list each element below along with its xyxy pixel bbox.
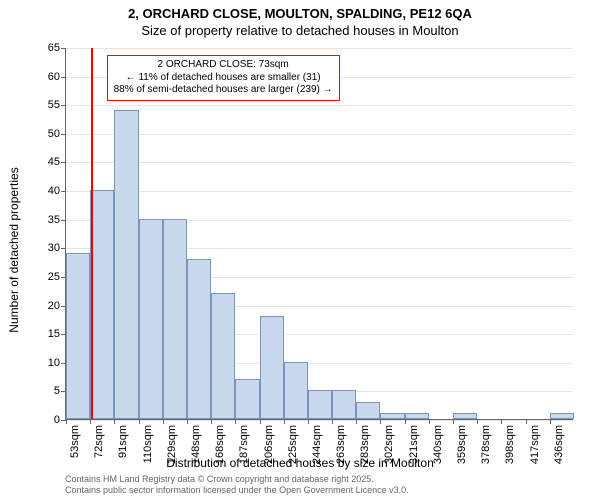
histogram-bar [332, 390, 356, 419]
histogram-bar [187, 259, 211, 419]
histogram-bar [284, 362, 308, 419]
x-tick-mark [356, 419, 357, 424]
gridline [66, 105, 573, 106]
histogram-bar [235, 379, 259, 419]
x-tick-mark [380, 419, 381, 424]
y-tick-label: 35 [48, 214, 60, 226]
x-tick-mark [526, 419, 527, 424]
y-axis-label: Number of detached properties [7, 85, 21, 250]
y-tick-label: 25 [48, 271, 60, 283]
histogram-bar [114, 110, 138, 419]
footer-line-2: Contains public sector information licen… [65, 485, 409, 496]
x-tick-mark [550, 419, 551, 424]
gridline [66, 134, 573, 135]
y-tick-label: 15 [48, 328, 60, 340]
x-tick-mark [235, 419, 236, 424]
histogram-bar [90, 190, 114, 419]
histogram-bar [211, 293, 235, 419]
y-tick-label: 40 [48, 185, 60, 197]
histogram-bar [356, 402, 380, 419]
histogram-bar [550, 413, 574, 419]
x-tick-label: 72sqm [93, 425, 105, 458]
x-tick-mark [405, 419, 406, 424]
y-tick-mark [61, 134, 66, 135]
x-tick-label: 53sqm [69, 425, 81, 458]
footer-line-1: Contains HM Land Registry data © Crown c… [65, 474, 409, 485]
x-tick-mark [211, 419, 212, 424]
histogram-bar [308, 390, 332, 419]
x-tick-mark [90, 419, 91, 424]
y-tick-label: 30 [48, 242, 60, 254]
y-tick-label: 45 [48, 156, 60, 168]
y-tick-mark [61, 191, 66, 192]
x-tick-mark [66, 419, 67, 424]
y-tick-mark [61, 77, 66, 78]
y-tick-label: 60 [48, 71, 60, 83]
annotation-line: 88% of semi-detached houses are larger (… [114, 84, 333, 97]
histogram-bar [66, 253, 90, 419]
y-tick-label: 55 [48, 99, 60, 111]
histogram-bar [453, 413, 477, 419]
y-tick-mark [61, 162, 66, 163]
annotation-box: 2 ORCHARD CLOSE: 73sqm← 11% of detached … [107, 55, 340, 101]
x-axis-label: Distribution of detached houses by size … [0, 456, 600, 470]
x-tick-mark [308, 419, 309, 424]
y-tick-mark [61, 105, 66, 106]
x-tick-mark [429, 419, 430, 424]
x-tick-mark [163, 419, 164, 424]
plot-area: 0510152025303540455055606553sqm72sqm91sq… [65, 48, 573, 420]
x-tick-mark [260, 419, 261, 424]
histogram-bar [163, 219, 187, 419]
x-tick-mark [284, 419, 285, 424]
gridline [66, 191, 573, 192]
reference-marker-line [91, 48, 93, 419]
gridline [66, 162, 573, 163]
y-tick-label: 50 [48, 128, 60, 140]
annotation-line: ← 11% of detached houses are smaller (31… [114, 72, 333, 85]
footer-attribution: Contains HM Land Registry data © Crown c… [65, 474, 409, 496]
x-tick-mark [501, 419, 502, 424]
histogram-bar [405, 413, 429, 419]
y-tick-label: 20 [48, 300, 60, 312]
y-tick-mark [61, 248, 66, 249]
chart-subtitle: Size of property relative to detached ho… [0, 23, 600, 38]
histogram-bar [260, 316, 284, 419]
y-tick-mark [61, 48, 66, 49]
y-tick-label: 0 [54, 414, 60, 426]
x-tick-label: 91sqm [117, 425, 129, 458]
chart-container: 2, ORCHARD CLOSE, MOULTON, SPALDING, PE1… [0, 0, 600, 500]
histogram-bar [380, 413, 404, 419]
chart-title: 2, ORCHARD CLOSE, MOULTON, SPALDING, PE1… [0, 6, 600, 21]
x-tick-mark [187, 419, 188, 424]
gridline [66, 48, 573, 49]
y-tick-label: 5 [54, 385, 60, 397]
x-tick-mark [114, 419, 115, 424]
y-tick-mark [61, 220, 66, 221]
x-tick-mark [477, 419, 478, 424]
x-tick-mark [332, 419, 333, 424]
x-tick-mark [453, 419, 454, 424]
chart-title-block: 2, ORCHARD CLOSE, MOULTON, SPALDING, PE1… [0, 6, 600, 38]
histogram-bar [139, 219, 163, 419]
gridline [66, 420, 573, 421]
y-tick-label: 10 [48, 357, 60, 369]
y-tick-label: 65 [48, 42, 60, 54]
x-tick-mark [139, 419, 140, 424]
annotation-line: 2 ORCHARD CLOSE: 73sqm [114, 59, 333, 72]
